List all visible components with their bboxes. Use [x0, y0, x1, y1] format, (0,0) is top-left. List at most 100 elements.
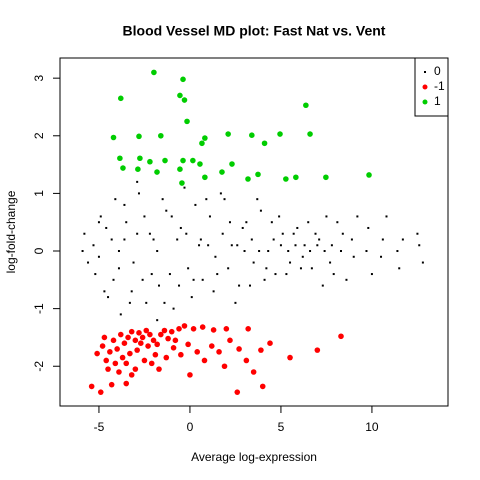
point [292, 232, 295, 235]
point [245, 221, 248, 224]
legend-label: 1 [434, 94, 441, 108]
point [229, 161, 235, 167]
point [97, 389, 104, 395]
point [202, 135, 208, 141]
y-tick-label: 0 [32, 247, 46, 254]
point [216, 273, 219, 276]
point [161, 198, 164, 201]
point [184, 118, 190, 125]
point [163, 354, 170, 361]
point [287, 354, 293, 361]
point [178, 351, 184, 358]
point [94, 273, 97, 276]
point [289, 261, 292, 264]
point [110, 337, 117, 344]
point [228, 221, 231, 224]
point [123, 360, 130, 367]
point [281, 232, 284, 235]
point [199, 324, 206, 330]
point [366, 172, 372, 178]
point [180, 76, 186, 83]
legend-symbol [422, 99, 428, 105]
x-axis-label: Average log-expression [191, 450, 317, 464]
point [172, 337, 179, 344]
point [158, 132, 164, 139]
point [274, 273, 277, 276]
point [318, 238, 321, 241]
point [201, 357, 208, 364]
point [279, 244, 282, 247]
point [227, 337, 233, 344]
point [135, 166, 141, 172]
point [145, 343, 151, 349]
point [221, 363, 228, 370]
y-tick-label: -2 [32, 361, 46, 372]
point [161, 327, 168, 334]
point [258, 250, 261, 253]
point [350, 238, 353, 241]
point [418, 244, 421, 247]
point [177, 92, 183, 99]
point [150, 337, 157, 344]
point [97, 255, 100, 258]
legend-label: 0 [434, 64, 441, 78]
point [365, 250, 368, 253]
point [152, 351, 159, 358]
point [128, 301, 131, 304]
point [117, 331, 124, 338]
point [323, 174, 329, 181]
point [139, 334, 146, 341]
x-tick-label: -5 [94, 420, 105, 434]
point [107, 349, 113, 355]
point [132, 261, 135, 264]
point [112, 360, 119, 367]
point [367, 226, 370, 229]
point [234, 389, 241, 395]
point [134, 347, 140, 353]
point [207, 244, 210, 247]
point [151, 69, 157, 76]
legend-label: -1 [434, 79, 445, 93]
point [128, 328, 135, 335]
point [101, 334, 108, 341]
point [316, 244, 319, 247]
point [125, 221, 128, 224]
point [185, 232, 188, 235]
point [143, 327, 150, 334]
y-axis-label: log-fold-change [4, 190, 18, 273]
point [83, 232, 86, 235]
point [183, 186, 186, 189]
point [137, 155, 143, 162]
point [259, 209, 262, 212]
point [314, 232, 317, 235]
point [156, 319, 159, 322]
point [136, 330, 142, 336]
point [136, 232, 139, 235]
chart-title: Blood Vessel MD plot: Fast Nat vs. Vent [123, 23, 386, 39]
point [323, 250, 326, 253]
y-tick-label: 1 [32, 190, 46, 197]
point [380, 255, 383, 258]
x-tick-label: 0 [187, 420, 194, 434]
point [123, 203, 126, 206]
point [194, 349, 201, 355]
point [255, 171, 261, 178]
point [176, 238, 179, 241]
point [401, 238, 404, 241]
point [223, 325, 230, 332]
point [168, 328, 175, 335]
point [88, 383, 95, 390]
point [287, 250, 290, 253]
point [181, 97, 188, 103]
y-tick-label: -1 [32, 303, 46, 314]
point [396, 250, 399, 253]
point [294, 244, 297, 247]
point [127, 350, 133, 357]
point [398, 267, 401, 270]
point [303, 244, 306, 247]
point [336, 221, 339, 224]
point [163, 301, 166, 304]
point [194, 203, 197, 206]
